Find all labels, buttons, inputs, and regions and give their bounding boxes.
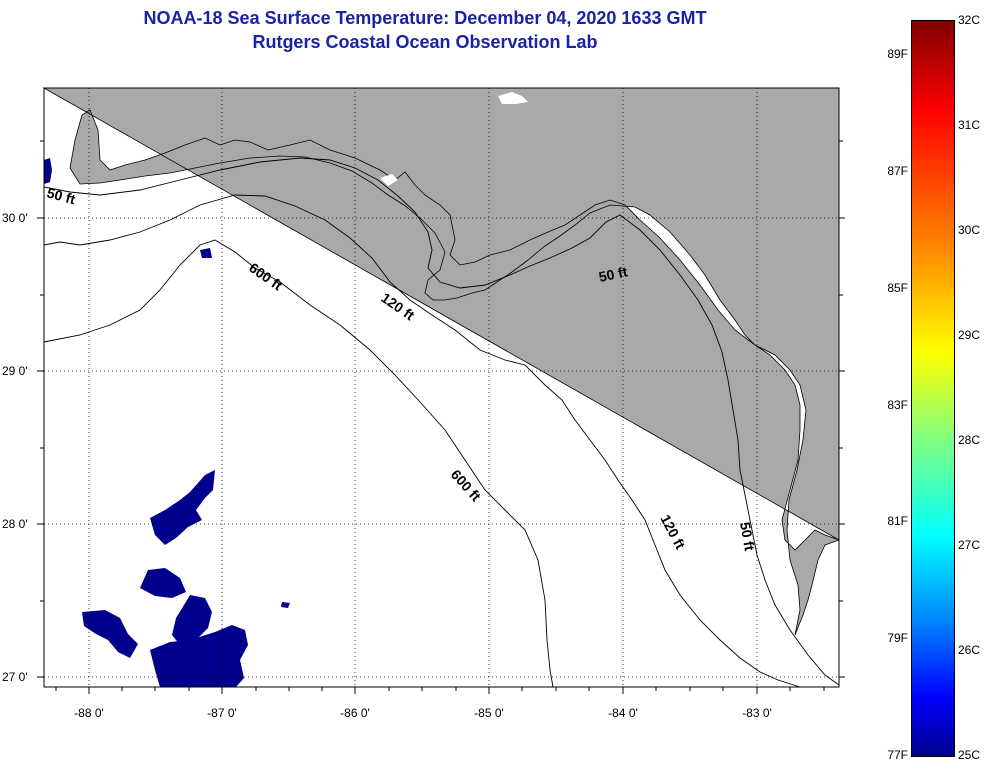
- colorbar-c-label: 28C: [958, 433, 981, 447]
- graticule: [44, 88, 839, 687]
- colorbar-f-label: 77F: [887, 748, 908, 762]
- temperature-colorbar: [911, 20, 955, 757]
- tick-marks: [37, 140, 845, 694]
- map-title: NOAA-18 Sea Surface Temperature: Decembe…: [143, 8, 707, 28]
- colorbar-f-label: 87F: [887, 164, 908, 178]
- colorbar-c-label: 25C: [958, 748, 981, 762]
- colorbar-f-label: 81F: [887, 514, 908, 528]
- lat-label: 28 0': [2, 517, 28, 531]
- land-coastline: [42, 87, 840, 636]
- lat-label: 27 0': [2, 670, 28, 684]
- map-subtitle: Rutgers Coastal Ocean Observation Lab: [252, 32, 598, 52]
- lon-label: -85 0': [474, 706, 504, 720]
- colorbar-f-label: 79F: [887, 631, 908, 645]
- contour-label-50ft-west: 50 ft: [45, 184, 77, 207]
- lon-label: -83 0': [742, 706, 772, 720]
- contour-600ft: [43, 239, 554, 688]
- colorbar-c-label: 29C: [958, 328, 981, 342]
- colorbar-c-label: 27C: [958, 538, 981, 552]
- colorbar-f-label: 85F: [887, 281, 908, 295]
- map-frame: [43, 87, 840, 688]
- lon-label: -88 0': [74, 706, 104, 720]
- lat-label: 29 0': [2, 364, 28, 378]
- coastal-bay: [380, 174, 398, 186]
- depth-contours: [43, 157, 840, 688]
- lon-label: -87 0': [207, 706, 237, 720]
- contour-50ft: [43, 157, 840, 686]
- cold-water-patches: [44, 158, 290, 687]
- contour-label-50ft-east: 50 ft: [597, 263, 629, 285]
- colorbar-f-label: 83F: [887, 398, 908, 412]
- contour-120ft: [43, 194, 801, 688]
- colorbar-c-label: 31C: [958, 118, 981, 132]
- inland-lake: [498, 92, 528, 104]
- colorbar-f-label: 89F: [887, 47, 908, 61]
- lon-label: -84 0': [608, 706, 638, 720]
- colorbar-c-label: 26C: [958, 643, 981, 657]
- colorbar-c-label: 30C: [958, 223, 981, 237]
- contour-label-50ft-south: 50 ft: [737, 521, 758, 552]
- colorbar-c-label: 32C: [958, 13, 981, 27]
- lon-label: -86 0': [340, 706, 370, 720]
- lat-label: 30 0': [2, 211, 28, 225]
